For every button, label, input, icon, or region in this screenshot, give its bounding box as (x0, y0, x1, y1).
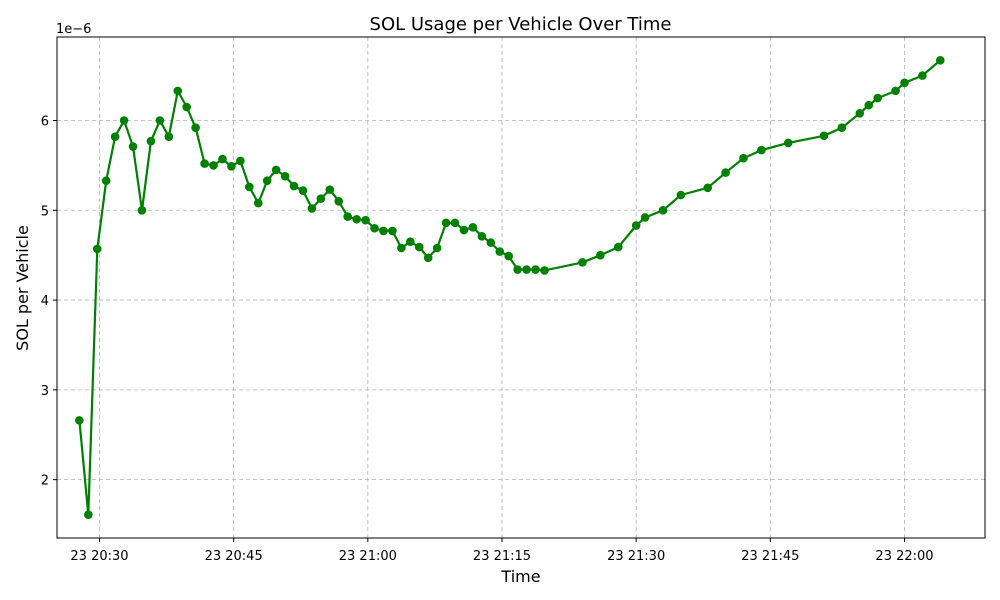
data-point (271, 165, 281, 175)
data-point (918, 71, 927, 80)
data-point (468, 223, 478, 232)
x-axis-ticks: 23 20:30 23 20:45 23 21:00 23 21:15 23 21:30… (70, 538, 934, 564)
data-point (522, 265, 531, 274)
series-line (78, 59, 942, 516)
data-point (92, 244, 102, 254)
data-point (245, 182, 254, 192)
data-point (596, 250, 605, 260)
y-axis-title: SOL per Vehicle (13, 225, 32, 351)
data-point (191, 123, 200, 132)
data-point (388, 226, 397, 236)
data-point (640, 213, 650, 222)
data-point (432, 243, 442, 253)
x-tick-label: 23 20:45 (205, 549, 263, 564)
x-tick-label: 23 21:00 (339, 549, 397, 564)
data-point (173, 86, 183, 96)
data-point (361, 215, 370, 225)
data-point (459, 225, 469, 235)
data-point (935, 56, 945, 65)
y-tick-label: 2 (41, 474, 49, 489)
data-point (379, 226, 388, 236)
data-point (531, 265, 540, 274)
data-point (477, 232, 487, 241)
data-point (739, 153, 748, 163)
data-point (864, 100, 874, 110)
data-point (513, 265, 522, 274)
data-point (128, 142, 138, 151)
data-point (441, 218, 451, 228)
data-point (110, 132, 120, 141)
data-point (900, 78, 909, 88)
data-point (155, 116, 165, 125)
data-point (703, 183, 713, 193)
data-point (578, 258, 587, 267)
data-point (450, 218, 460, 228)
y-tick-label: 3 (41, 384, 49, 399)
data-point (84, 510, 93, 519)
data-point (289, 181, 299, 191)
x-tick-label: 23 20:30 (70, 549, 128, 564)
x-axis-title: Time (500, 567, 540, 586)
data-point (540, 266, 549, 275)
data-point (819, 131, 829, 141)
data-point (370, 223, 379, 233)
data-point (495, 247, 505, 256)
data-point (280, 171, 290, 181)
data-point (757, 145, 766, 155)
data-point (631, 221, 641, 230)
data-point (316, 194, 326, 203)
y-tick-label: 6 (41, 115, 49, 130)
data-point (486, 238, 496, 247)
data-point (209, 161, 218, 170)
chart-title: SOL Usage per Vehicle Over Time (370, 14, 672, 35)
data-point (855, 109, 865, 118)
data-point (146, 136, 156, 146)
data-point (218, 154, 227, 164)
data-point (676, 190, 686, 200)
x-tick-label: 23 21:15 (473, 549, 531, 564)
data-point (262, 176, 272, 185)
data-point (101, 176, 111, 185)
plot-frame (56, 36, 986, 539)
x-tick-label: 23 21:45 (741, 549, 799, 564)
x-tick-label: 23 21:30 (607, 549, 665, 564)
data-point (783, 138, 793, 148)
data-point (164, 132, 174, 141)
data-point (334, 197, 344, 206)
data-point (182, 102, 191, 112)
data-point (613, 242, 623, 252)
data-point (75, 416, 84, 425)
data-point (236, 156, 245, 166)
data-point (658, 205, 668, 215)
data-point (397, 243, 406, 253)
data-point (891, 86, 900, 96)
data-point (414, 242, 424, 252)
grid-lines (57, 37, 985, 538)
data-point (307, 204, 317, 213)
data-point (119, 116, 129, 125)
data-point (343, 212, 352, 221)
data-marks (75, 56, 945, 519)
data-point (837, 123, 847, 132)
x-tick-label: 23 22:00 (875, 549, 933, 564)
data-point (352, 214, 361, 224)
data-point (137, 205, 147, 215)
data-point (423, 253, 433, 263)
data-point (298, 186, 308, 195)
data-point (253, 198, 263, 208)
y-tick-label: 5 (41, 204, 49, 219)
data-point (227, 161, 236, 171)
data-point (200, 159, 209, 168)
data-point (406, 237, 415, 247)
data-point (873, 93, 882, 103)
data-point (504, 251, 514, 261)
data-point (721, 168, 730, 177)
y-offset-label: 1e−6 (56, 22, 91, 37)
y-tick-label: 4 (41, 294, 49, 309)
y-axis-ticks: 2 3 4 5 6 (41, 115, 57, 489)
data-point (325, 185, 335, 194)
